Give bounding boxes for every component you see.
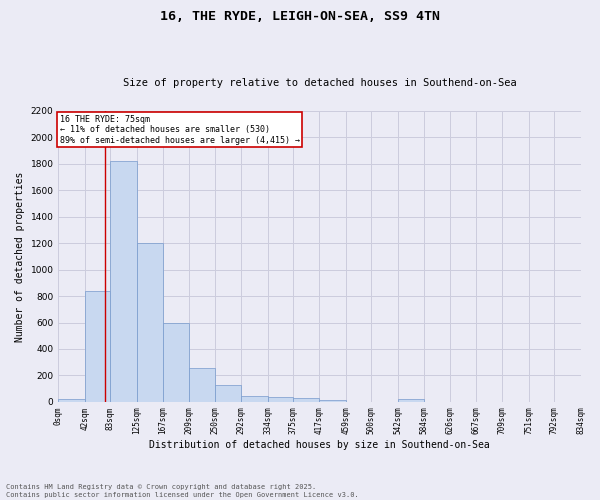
Bar	[293, 398, 319, 402]
Bar	[58, 399, 85, 402]
Bar	[215, 386, 241, 402]
Bar	[241, 396, 268, 402]
Bar	[85, 291, 110, 402]
Bar	[189, 368, 215, 402]
Bar	[268, 397, 293, 402]
Text: 16 THE RYDE: 75sqm
← 11% of detached houses are smaller (530)
89% of semi-detach: 16 THE RYDE: 75sqm ← 11% of detached hou…	[59, 115, 299, 145]
Bar	[137, 242, 163, 402]
Text: Contains HM Land Registry data © Crown copyright and database right 2025.
Contai: Contains HM Land Registry data © Crown c…	[6, 484, 359, 498]
Y-axis label: Number of detached properties: Number of detached properties	[15, 171, 25, 342]
Bar	[398, 399, 424, 402]
Text: 16, THE RYDE, LEIGH-ON-SEA, SS9 4TN: 16, THE RYDE, LEIGH-ON-SEA, SS9 4TN	[160, 10, 440, 23]
X-axis label: Distribution of detached houses by size in Southend-on-Sea: Distribution of detached houses by size …	[149, 440, 490, 450]
Bar	[163, 323, 189, 402]
Bar	[319, 400, 346, 402]
Bar	[110, 161, 137, 402]
Title: Size of property relative to detached houses in Southend-on-Sea: Size of property relative to detached ho…	[122, 78, 517, 88]
